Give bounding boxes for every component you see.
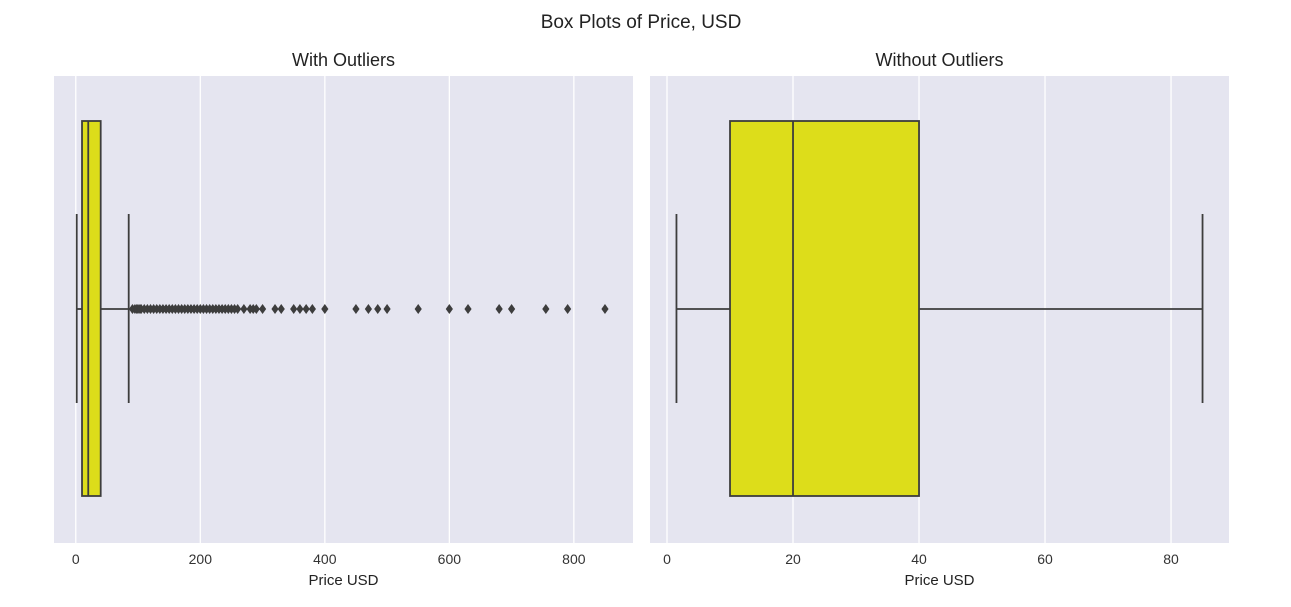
- outlier-point: [308, 304, 316, 314]
- outlier-point: [240, 304, 248, 314]
- outlier-point: [302, 304, 310, 314]
- outlier-point: [271, 304, 279, 314]
- outlier-point: [277, 304, 285, 314]
- outlier-point: [414, 304, 422, 314]
- outlier-point: [564, 304, 572, 314]
- chart-suptitle: Box Plots of Price, USD: [541, 12, 742, 33]
- outlier-point: [601, 304, 609, 314]
- outlier-point: [374, 304, 382, 314]
- x-tick-label: 400: [313, 551, 337, 567]
- iqr-box: [729, 120, 920, 497]
- x-tick-label: 0: [72, 551, 80, 567]
- panel-2: 0 20 40 60 80 Without Outliers Price USD: [650, 50, 1229, 589]
- outlier-point: [296, 304, 304, 314]
- iqr-box: [81, 120, 102, 497]
- outlier-point: [507, 304, 516, 314]
- panel-1: 0 200 400 600 800 With Outliers Price USD: [54, 50, 633, 589]
- outlier-point: [252, 304, 260, 314]
- outlier-point: [290, 304, 298, 314]
- outlier-point: [258, 304, 267, 314]
- x-tick-label: 200: [189, 551, 213, 567]
- panel-title: Without Outliers: [875, 50, 1003, 70]
- outlier-point: [364, 304, 373, 314]
- x-axis-label: Price USD: [904, 572, 974, 589]
- outlier-point: [352, 304, 360, 314]
- x-tick-label: 20: [785, 551, 801, 567]
- outlier-point: [445, 304, 453, 314]
- x-tick-label: 0: [663, 551, 671, 567]
- x-tick-label: 600: [438, 551, 462, 567]
- x-tick-label: 80: [1163, 551, 1179, 567]
- outlier-point: [495, 304, 503, 314]
- chart-panels: 0 200 400 600 800 With Outliers Price USD 0 20 40…: [54, 50, 1229, 589]
- outlier-point: [542, 304, 550, 314]
- x-tick-label: 60: [1037, 551, 1053, 567]
- outlier-point: [321, 304, 329, 314]
- x-tick-label: 800: [562, 551, 586, 567]
- outlier-point: [383, 304, 391, 314]
- outlier-point: [464, 304, 472, 314]
- x-axis-label: Price USD: [308, 572, 378, 589]
- panel-title: With Outliers: [292, 50, 395, 70]
- outlier-point: [234, 304, 242, 314]
- x-tick-label: 40: [911, 551, 927, 567]
